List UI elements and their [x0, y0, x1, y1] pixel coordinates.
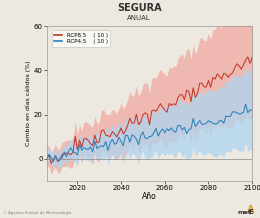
Legend: RCP8.5    ( 10 ), RCP4.5    ( 10 ): RCP8.5 ( 10 ), RCP4.5 ( 10 ) [52, 31, 110, 47]
Y-axis label: Cambio en días cálidos (%): Cambio en días cálidos (%) [25, 61, 31, 146]
X-axis label: Año: Año [142, 192, 157, 201]
Text: ANUAL: ANUAL [127, 15, 151, 21]
Text: © Agencia Estatal de Meteorología: © Agencia Estatal de Meteorología [3, 211, 71, 215]
Text: A: A [247, 205, 255, 215]
Text: SEGURA: SEGURA [117, 3, 161, 13]
Text: met: met [237, 210, 251, 215]
Text: E: E [249, 209, 254, 215]
